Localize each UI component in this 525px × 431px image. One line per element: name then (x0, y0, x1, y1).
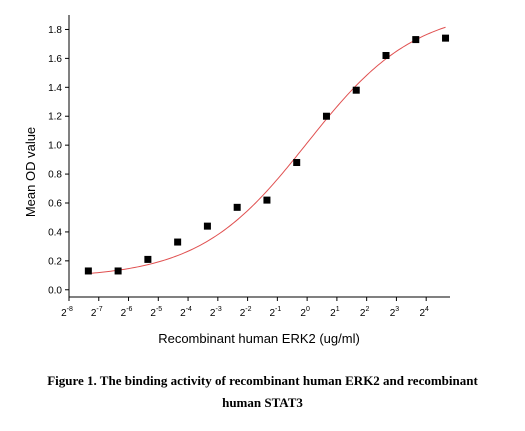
data-point (352, 86, 360, 94)
y-tick-label: 0.4 (48, 227, 62, 238)
figure-caption-line-1: Figure 1. The binding activity of recomb… (47, 373, 478, 388)
y-tick-label: 1.4 (48, 83, 62, 94)
y-axis-ticks: 0.0 0.2 0.4 0.6 0.8 1.0 1.2 1.4 1.6 1.8 (48, 25, 69, 296)
data-point (322, 112, 330, 120)
chart: 0.0 0.2 0.4 0.6 0.8 1.0 1.2 1.4 1.6 1.8 2-8 2-7 2-6… (23, 15, 450, 346)
data-point (144, 255, 152, 263)
data-point (442, 34, 450, 42)
y-tick-label: 0.0 (48, 285, 62, 296)
x-tick-label: 23 (390, 306, 400, 319)
y-tick-label: 0.6 (48, 199, 62, 210)
x-tick-label: 2-5 (150, 306, 162, 319)
x-tick-label: 2-8 (61, 306, 73, 319)
x-tick-label: 21 (330, 306, 340, 319)
x-tick-label: 2-7 (91, 306, 103, 319)
data-point (382, 51, 390, 59)
x-axis-ticks: 2-8 2-7 2-6 2-5 2-4 2-3 2-2 2-1 20 21 22 23 24 (61, 297, 429, 319)
x-tick-label: 2-1 (269, 306, 281, 319)
data-point (203, 222, 211, 230)
fit-curve-line (88, 26, 446, 275)
y-tick-label: 0.8 (48, 170, 62, 181)
y-tick-label: 1.8 (48, 25, 62, 36)
y-tick-label: 1.6 (48, 54, 62, 65)
x-tick-label: 2-6 (121, 306, 133, 319)
x-tick-label: 2-4 (180, 306, 192, 319)
data-point (114, 267, 122, 275)
y-tick-label: 1.2 (48, 112, 62, 123)
data-points (84, 34, 450, 275)
data-point (293, 159, 301, 167)
x-tick-label: 20 (300, 306, 310, 319)
y-tick-label: 1.0 (48, 141, 62, 152)
data-point (174, 238, 182, 246)
data-point (263, 196, 271, 204)
data-point (412, 36, 420, 44)
x-tick-label: 22 (360, 306, 370, 319)
data-point (84, 267, 92, 275)
x-tick-label: 2-3 (210, 306, 222, 319)
y-tick-label: 0.2 (48, 256, 62, 267)
data-point (233, 203, 241, 211)
figure-caption-line-2: human STAT3 (222, 395, 303, 410)
plot-frame (68, 15, 450, 298)
x-axis-title: Recombinant human ERK2 (ug/ml) (158, 331, 360, 346)
x-tick-label: 24 (419, 306, 429, 319)
y-axis-title: Mean OD value (23, 127, 38, 217)
x-tick-label: 2-2 (240, 306, 252, 319)
